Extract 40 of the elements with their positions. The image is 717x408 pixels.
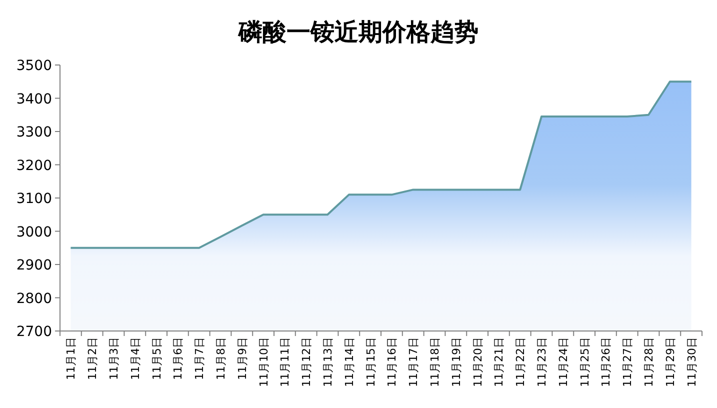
x-tick-label: 11月3日 bbox=[108, 337, 120, 380]
y-tick-label: 3300 bbox=[16, 124, 52, 140]
x-tick-label: 11月29日 bbox=[664, 337, 677, 387]
x-tick-label: 11月17日 bbox=[407, 337, 420, 387]
x-tick-label: 11月30日 bbox=[685, 337, 698, 387]
x-tick-label: 11月16日 bbox=[386, 337, 399, 387]
x-tick-label: 11月27日 bbox=[621, 337, 634, 387]
x-tick-label: 11月20日 bbox=[471, 337, 484, 387]
y-tick-label: 3400 bbox=[16, 91, 52, 108]
chart-title: 磷酸一铵近期价格趋势 bbox=[238, 18, 478, 46]
x-tick-label: 11月11日 bbox=[278, 337, 292, 387]
x-tick-label: 11月21日 bbox=[492, 337, 506, 387]
x-tick-label: 11月9日 bbox=[236, 337, 249, 380]
x-tick-label: 11月22日 bbox=[514, 337, 528, 387]
x-tick-label: 11月14日 bbox=[342, 337, 356, 387]
x-tick-label: 11月24日 bbox=[556, 337, 570, 387]
x-tick-label: 11月8日 bbox=[214, 337, 228, 380]
x-tick-label: 11月19日 bbox=[450, 337, 463, 387]
x-tick-label: 11月5日 bbox=[150, 337, 164, 380]
x-tick-label: 11月4日 bbox=[128, 337, 142, 380]
x-tick-label: 11月7日 bbox=[193, 337, 206, 380]
x-tick-label: 11月26日 bbox=[600, 337, 613, 387]
x-tick-label: 11月28日 bbox=[642, 337, 656, 387]
y-tick-label: 3100 bbox=[16, 191, 52, 207]
x-tick-label: 11月2日 bbox=[86, 337, 100, 380]
y-tick-label: 2700 bbox=[16, 324, 52, 340]
y-tick-label: 3200 bbox=[16, 158, 52, 174]
x-tick-label: 11月25日 bbox=[578, 337, 592, 387]
y-tick-label: 3500 bbox=[16, 58, 52, 74]
x-tick-label: 11月12日 bbox=[300, 337, 314, 387]
x-tick-label: 11月6日 bbox=[172, 337, 185, 380]
y-tick-label: 2900 bbox=[16, 258, 52, 274]
x-tick-label: 11月1日 bbox=[64, 337, 78, 380]
x-tick-label: 11月15日 bbox=[364, 337, 378, 387]
x-tick-label: 11月18日 bbox=[428, 337, 442, 387]
x-tick-label: 11月10日 bbox=[257, 337, 270, 387]
x-tick-label: 11月23日 bbox=[536, 337, 548, 387]
x-tick-label: 11月13日 bbox=[322, 337, 334, 387]
y-tick-label: 2800 bbox=[16, 290, 52, 307]
y-tick-label: 3000 bbox=[16, 224, 52, 240]
